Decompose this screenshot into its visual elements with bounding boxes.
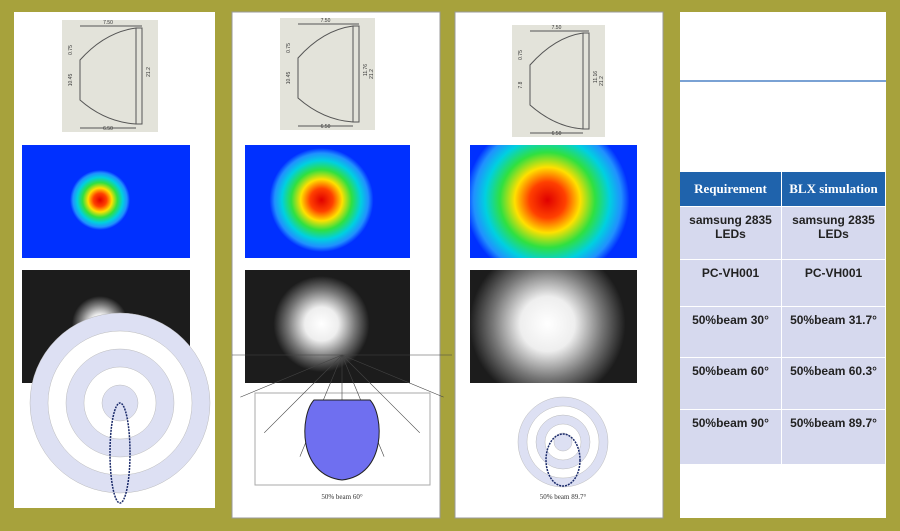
polar-grid — [240, 354, 343, 398]
polar-grid — [341, 354, 420, 433]
dimension-label: 6.50 — [321, 124, 331, 130]
dimension-label: 11.16 — [593, 71, 599, 83]
dimension-label: 11.76 — [363, 64, 369, 76]
caption: 50% beam 60° — [321, 493, 362, 501]
heat-spot — [269, 148, 374, 252]
header-cell: Requirement — [680, 172, 782, 207]
heat-spot — [70, 170, 130, 230]
dimension-label: 21.2 — [599, 76, 605, 86]
dimension-label: 21.2 — [146, 67, 152, 77]
table-cell: 50%beam 60.3° — [782, 358, 886, 410]
lens-rim — [582, 32, 590, 130]
beam-curve — [109, 402, 131, 504]
beam-shape — [304, 399, 380, 481]
polar-grid — [341, 354, 444, 398]
lens-rim — [352, 25, 360, 123]
table-panel: Requirement BLX simulation samsung 2835 LE… — [680, 12, 886, 518]
header-cell: BLX simulation — [782, 172, 886, 207]
dimension-label: 6.50 — [103, 126, 113, 132]
dimension-label: 10.45 — [286, 72, 292, 85]
table-cell: 50%beam 90° — [680, 410, 782, 465]
table-row: samsung 2835 LEDs samsung 2835 LEDs — [680, 207, 886, 260]
dimension-label: 7.50 — [103, 20, 113, 26]
table-row: 50%beam 60° 50%beam 60.3° — [680, 358, 886, 410]
table-header: Requirement BLX simulation — [680, 172, 886, 207]
dimension-label: 6.50 — [552, 131, 562, 137]
beam-curve — [545, 433, 581, 487]
table-row: 50%beam 30° 50%beam 31.7° — [680, 307, 886, 358]
light-spot — [273, 276, 370, 372]
table-cell: 50%beam 60° — [680, 358, 782, 410]
table-row: PC-VH001 PC-VH001 — [680, 260, 886, 307]
heat-spot — [470, 145, 630, 258]
table-cell: 50%beam 30° — [680, 307, 782, 358]
table-row: 50%beam 90° 50%beam 89.7° — [680, 410, 886, 465]
dimension-label: 0.75 — [518, 50, 524, 60]
drawing — [280, 18, 375, 130]
table-cell: 50%beam 89.7° — [782, 410, 886, 465]
table-cell: samsung 2835 LEDs — [782, 207, 886, 260]
polar-ring — [553, 432, 573, 452]
dimension-label: 0.75 — [68, 45, 74, 55]
dimension-label: 7.50 — [552, 25, 562, 31]
table-cell: PC-VH001 — [680, 260, 782, 307]
mask — [14, 508, 215, 520]
lens-rim — [135, 27, 143, 125]
table-cell: samsung 2835 LEDs — [680, 207, 782, 260]
dimension-label: 0.75 — [286, 43, 292, 53]
dimension-label: 10.45 — [68, 74, 74, 87]
dimension-label: 21.2 — [369, 69, 375, 79]
table-cell: 50%beam 31.7° — [782, 307, 886, 358]
dimension-label: 7.50 — [321, 18, 331, 24]
light-spot — [470, 270, 626, 383]
polar-grid — [264, 354, 343, 433]
table-cell: PC-VH001 — [782, 260, 886, 307]
table: Requirement BLX simulation samsung 2835 LE… — [680, 172, 886, 465]
divider — [680, 80, 886, 82]
caption: 50% beam 89.7° — [540, 493, 587, 501]
dimension-label: 7.8 — [518, 81, 524, 88]
drawing — [62, 20, 158, 132]
